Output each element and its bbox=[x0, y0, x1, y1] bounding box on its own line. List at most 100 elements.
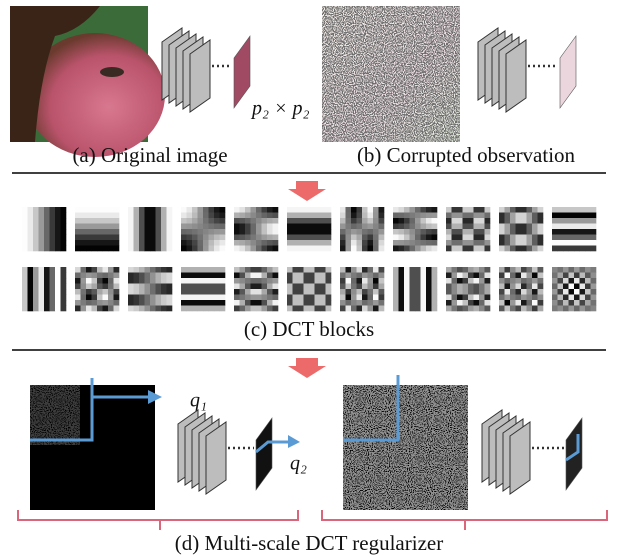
dct-cell bbox=[150, 284, 156, 290]
dct-cell bbox=[563, 224, 569, 230]
dct-cell bbox=[75, 295, 81, 301]
dct-cell bbox=[220, 284, 226, 290]
dct-cell bbox=[351, 235, 357, 241]
dct-cell bbox=[50, 240, 56, 246]
dct-cell bbox=[267, 284, 273, 290]
dct-block bbox=[128, 207, 172, 251]
dct-cell bbox=[39, 278, 45, 284]
dct-block bbox=[234, 207, 278, 251]
dct-map-noise bbox=[343, 385, 468, 510]
dct-cell bbox=[379, 224, 385, 230]
dct-cell bbox=[410, 240, 416, 246]
dct-cell bbox=[569, 218, 575, 224]
dct-cell bbox=[114, 218, 120, 224]
dct-cell bbox=[55, 229, 61, 235]
dct-cell bbox=[108, 295, 114, 301]
dct-cell bbox=[505, 289, 511, 295]
dct-cell bbox=[574, 300, 580, 306]
dct-cell bbox=[92, 207, 98, 213]
dct-cell bbox=[128, 240, 134, 246]
dct-cell bbox=[128, 235, 134, 241]
dct-cell bbox=[114, 213, 120, 219]
dct-cell bbox=[304, 284, 310, 290]
dct-cell bbox=[426, 207, 432, 213]
dct-cell bbox=[134, 224, 140, 230]
dct-cell bbox=[326, 289, 332, 295]
dct-cell bbox=[315, 273, 321, 279]
dct-cell bbox=[287, 213, 293, 219]
dct-cell bbox=[404, 267, 410, 273]
dct-cell bbox=[293, 218, 299, 224]
dct-cell bbox=[298, 235, 304, 241]
dct-cell bbox=[527, 235, 533, 241]
dct-cell bbox=[410, 246, 416, 252]
dct-cell bbox=[510, 300, 516, 306]
dct-cell bbox=[214, 218, 220, 224]
dct-cell bbox=[55, 240, 61, 246]
dct-cell bbox=[426, 278, 432, 284]
dct-cell bbox=[351, 267, 357, 273]
dct-cell bbox=[552, 246, 558, 252]
dct-cell bbox=[156, 300, 162, 306]
dct-cell bbox=[251, 218, 257, 224]
dct-cell bbox=[399, 289, 405, 295]
dct-cell bbox=[103, 300, 109, 306]
scale-label-2: q₂ bbox=[290, 453, 307, 475]
dct-cell bbox=[591, 306, 597, 312]
dct-cell bbox=[55, 289, 61, 295]
dct-cell bbox=[558, 273, 564, 279]
dct-cell bbox=[457, 284, 463, 290]
dct-cell bbox=[516, 224, 522, 230]
dct-cell bbox=[39, 284, 45, 290]
dct-cell bbox=[240, 289, 246, 295]
dct-cell bbox=[145, 295, 151, 301]
dct-cell bbox=[192, 273, 198, 279]
dct-cell bbox=[468, 284, 474, 290]
dct-cell bbox=[86, 229, 92, 235]
dct-cell bbox=[108, 224, 114, 230]
dct-cell bbox=[479, 278, 485, 284]
dct-cell bbox=[404, 229, 410, 235]
dct-cell bbox=[585, 207, 591, 213]
dct-cell bbox=[393, 300, 399, 306]
dct-cell bbox=[346, 224, 352, 230]
dct-cell bbox=[499, 267, 505, 273]
dct-cell bbox=[415, 235, 421, 241]
dct-cell bbox=[273, 273, 279, 279]
dct-cell bbox=[92, 306, 98, 312]
dct-cell bbox=[150, 218, 156, 224]
dct-cell bbox=[574, 273, 580, 279]
dct-cell bbox=[161, 207, 167, 213]
dct-cell bbox=[379, 300, 385, 306]
dct-cell bbox=[574, 295, 580, 301]
dct-cell bbox=[357, 229, 363, 235]
dct-cell bbox=[399, 306, 405, 312]
dct-cell bbox=[527, 246, 533, 252]
dct-cell bbox=[304, 213, 310, 219]
dct-cell bbox=[203, 218, 209, 224]
dct-cell bbox=[510, 207, 516, 213]
dct-cell bbox=[234, 306, 240, 312]
dct-cell bbox=[591, 224, 597, 230]
dct-cell bbox=[139, 300, 145, 306]
dct-cell bbox=[187, 213, 193, 219]
dct-cell bbox=[245, 289, 251, 295]
dct-cell bbox=[410, 289, 416, 295]
dct-cell bbox=[527, 289, 533, 295]
dct-cell bbox=[309, 224, 315, 230]
dct-cell bbox=[187, 224, 193, 230]
dct-cell bbox=[181, 246, 187, 252]
dct-cell bbox=[538, 240, 544, 246]
dct-cell bbox=[198, 218, 204, 224]
dct-cell bbox=[75, 306, 81, 312]
dct-cell bbox=[304, 306, 310, 312]
dct-cell bbox=[293, 224, 299, 230]
dct-cell bbox=[203, 306, 209, 312]
dct-cell bbox=[446, 240, 452, 246]
dct-cell bbox=[426, 224, 432, 230]
dct-cell bbox=[452, 289, 458, 295]
dct-cell bbox=[452, 213, 458, 219]
dct-cell bbox=[432, 218, 438, 224]
dct-cell bbox=[580, 229, 586, 235]
dct-cell bbox=[214, 273, 220, 279]
